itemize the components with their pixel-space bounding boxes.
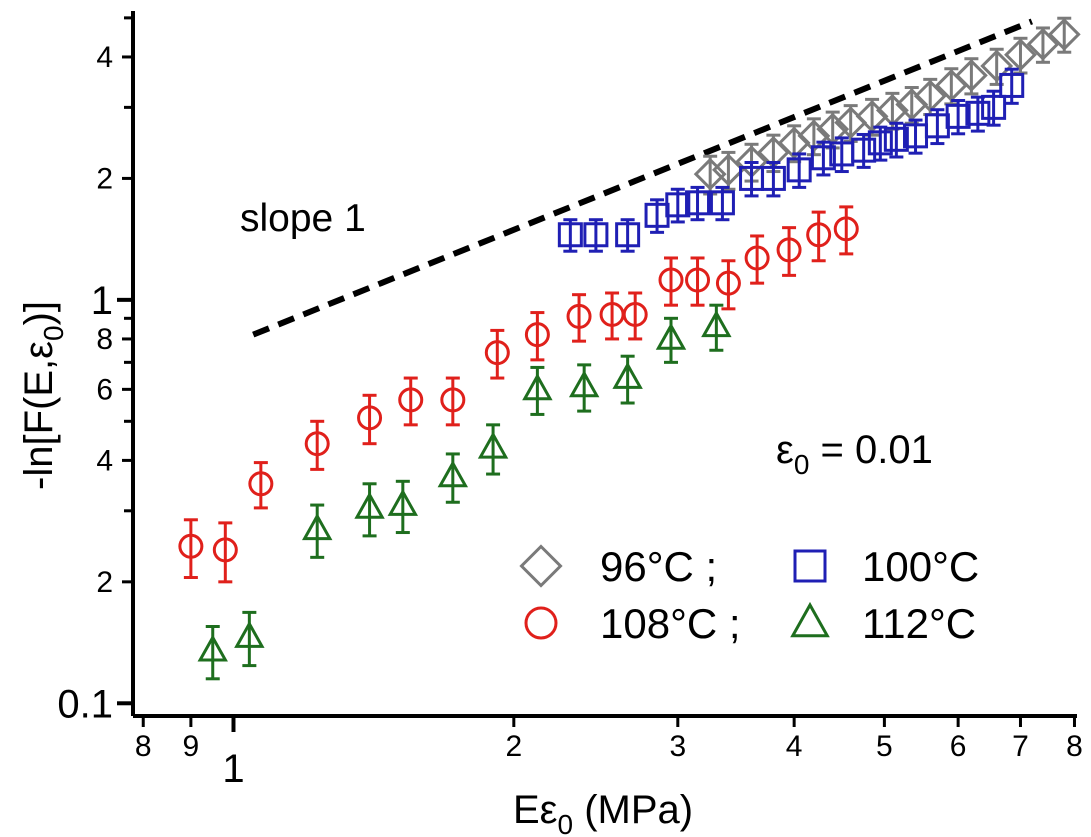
data-point bbox=[212, 537, 238, 563]
x-tick-label: 2 bbox=[505, 730, 522, 763]
data-point bbox=[301, 512, 333, 541]
data-point bbox=[612, 361, 643, 389]
data-point bbox=[806, 222, 832, 248]
series-square bbox=[557, 67, 1025, 253]
data-point bbox=[522, 373, 553, 401]
data-point bbox=[248, 471, 274, 497]
data-point bbox=[557, 222, 583, 248]
data-point bbox=[354, 491, 385, 519]
data-point bbox=[999, 72, 1025, 98]
data-point bbox=[568, 370, 600, 398]
legend-marker-circle bbox=[524, 606, 558, 640]
data-point bbox=[387, 488, 419, 516]
data-point bbox=[357, 405, 383, 431]
data-point bbox=[615, 222, 641, 248]
data-point bbox=[715, 270, 741, 296]
guide-group: slope 1 bbox=[240, 18, 1033, 338]
data-point bbox=[744, 245, 770, 271]
data-point bbox=[1047, 17, 1081, 51]
data-point bbox=[965, 100, 991, 126]
data-point bbox=[693, 157, 727, 191]
series-group bbox=[178, 16, 1081, 681]
data-point bbox=[851, 137, 877, 163]
x-tick-label: 9 bbox=[183, 730, 200, 763]
x-tick-label: 4 bbox=[786, 730, 803, 763]
data-point bbox=[566, 303, 592, 329]
data-point bbox=[304, 431, 330, 457]
epsilon-annotation: ε0 = 0.01 bbox=[776, 428, 933, 480]
x-axis-label: Eε0 (MPa) bbox=[513, 788, 693, 837]
data-point bbox=[178, 533, 204, 559]
y-tick-label: 6 bbox=[96, 373, 113, 406]
data-point bbox=[622, 301, 648, 327]
data-point bbox=[583, 222, 609, 248]
x-tick-label: 1 bbox=[222, 747, 244, 791]
x-tick-label: 8 bbox=[135, 730, 152, 763]
data-point bbox=[711, 153, 745, 187]
data-point bbox=[980, 49, 1014, 83]
data-point bbox=[665, 192, 691, 218]
data-point bbox=[810, 145, 836, 171]
legend-marker-square bbox=[793, 549, 827, 583]
y-tick-label: 2 bbox=[96, 162, 113, 195]
data-point bbox=[197, 634, 228, 662]
x-tick-label: 7 bbox=[1012, 730, 1029, 763]
legend-label: 100°C bbox=[862, 543, 979, 590]
y-tick-label: 4 bbox=[96, 41, 113, 74]
slope-guide-line bbox=[252, 18, 1033, 338]
legend-label: 96°C ; bbox=[600, 543, 717, 590]
legend: 96°C ; 100°C 108°C ; 112°C bbox=[519, 543, 979, 647]
data-point bbox=[685, 190, 711, 216]
y-tick-label: 1 bbox=[91, 279, 113, 323]
data-point bbox=[833, 216, 859, 242]
data-point bbox=[981, 94, 1007, 120]
legend-label: 108°C ; bbox=[600, 600, 741, 647]
data-point bbox=[776, 237, 802, 263]
data-point bbox=[477, 431, 509, 459]
series-triangle bbox=[197, 303, 732, 681]
y-tick-label: 2 bbox=[96, 566, 113, 599]
data-point bbox=[701, 310, 732, 338]
legend-marker-diamond bbox=[519, 544, 563, 588]
data-point bbox=[437, 460, 469, 488]
x-tick-label: 3 bbox=[669, 730, 686, 763]
data-point bbox=[655, 322, 687, 350]
data-point bbox=[786, 157, 812, 183]
y-tick-label: 8 bbox=[96, 323, 113, 356]
data-point bbox=[440, 387, 466, 413]
data-point bbox=[1026, 27, 1060, 61]
x-tick-label: 6 bbox=[950, 730, 967, 763]
y-axis-label: -ln[F(E,ε0)] bbox=[17, 301, 69, 490]
data-point bbox=[484, 340, 510, 366]
x-tick-label: 8 bbox=[1066, 730, 1083, 763]
x-tick-label: 5 bbox=[876, 730, 893, 763]
data-point bbox=[685, 267, 711, 293]
slope-annotation: slope 1 bbox=[240, 197, 366, 240]
data-point bbox=[954, 59, 988, 92]
data-point bbox=[658, 267, 684, 293]
data-point bbox=[709, 190, 735, 216]
data-point bbox=[867, 130, 893, 156]
data-point bbox=[1004, 38, 1037, 72]
data-point bbox=[945, 103, 971, 129]
data-point bbox=[234, 620, 265, 648]
y-tick-label: 0.1 bbox=[57, 682, 113, 726]
series-circle bbox=[178, 205, 859, 584]
data-point bbox=[760, 165, 786, 191]
legend-marker-triangle bbox=[790, 601, 830, 638]
data-point bbox=[913, 79, 947, 113]
data-point bbox=[883, 126, 909, 152]
y-tick-label: 4 bbox=[96, 444, 113, 477]
legend-label: 112°C bbox=[862, 600, 976, 647]
data-point bbox=[398, 387, 424, 413]
data-point bbox=[524, 322, 550, 348]
